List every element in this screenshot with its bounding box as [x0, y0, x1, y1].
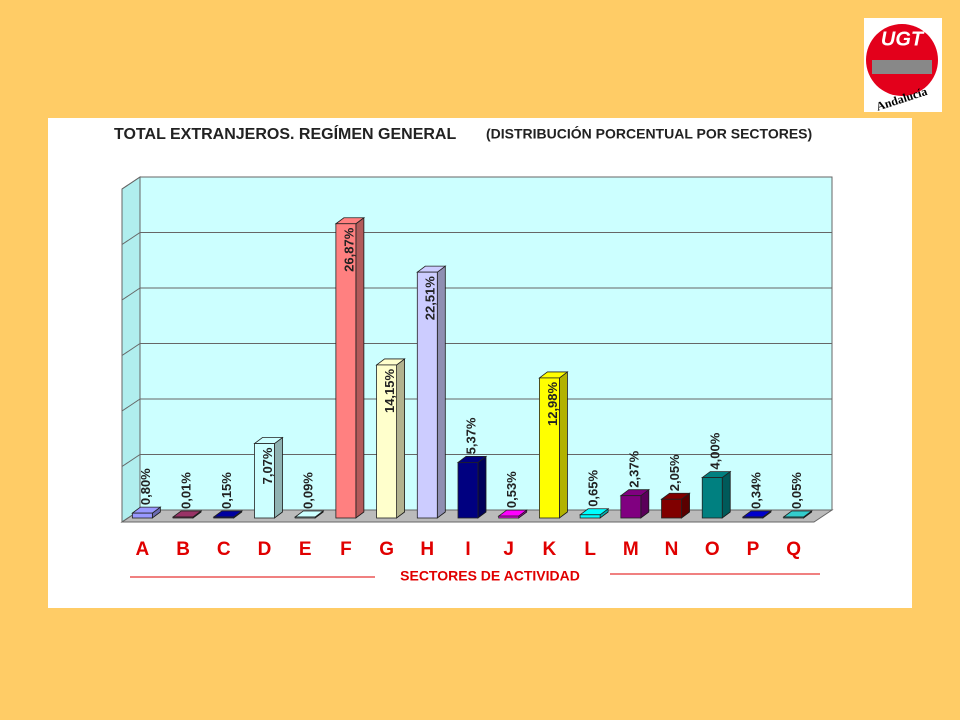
bar-side	[355, 216, 365, 519]
x-tick-label: G	[379, 539, 394, 560]
bar	[498, 515, 520, 519]
x-tick-label: I	[465, 539, 470, 560]
x-tick-label: P	[747, 539, 760, 560]
bar	[416, 271, 438, 519]
value-label: 7,07%	[260, 447, 275, 484]
value-label: 12,98%	[545, 381, 560, 426]
grid-line-side	[121, 398, 141, 412]
bar-side	[274, 436, 283, 519]
x-tick-label: E	[299, 539, 312, 560]
grid-line-side	[121, 287, 141, 301]
grid-line-side	[121, 176, 141, 190]
bar-side	[396, 358, 405, 519]
bar	[254, 443, 275, 519]
grid-line-side	[121, 232, 141, 245]
value-label: 2,05%	[667, 454, 682, 491]
value-label: 0,53%	[504, 471, 519, 508]
bar	[539, 377, 560, 519]
x-tick-label: L	[584, 539, 596, 560]
bar-side	[559, 371, 568, 519]
value-label: 0,80%	[138, 468, 153, 505]
bar	[783, 516, 805, 519]
bar	[742, 516, 764, 519]
grid-line-side	[121, 454, 141, 467]
value-label: 0,15%	[219, 472, 234, 509]
bar	[701, 477, 723, 519]
value-label: 26,87%	[341, 227, 356, 272]
x-axis-title: SECTORES DE ACTIVIDAD	[400, 568, 580, 584]
grid-line-side	[121, 343, 141, 356]
x-tick-label: A	[135, 539, 149, 560]
x-tick-label: N	[665, 539, 679, 560]
value-label: 0,01%	[178, 472, 193, 509]
logo-text: UGT	[881, 28, 925, 50]
bar	[376, 364, 397, 519]
x-tick-label: K	[543, 539, 557, 560]
x-tick-label: M	[623, 539, 639, 560]
x-tick-label: F	[340, 539, 352, 560]
bar	[579, 514, 601, 519]
x-tick-label: C	[217, 539, 231, 560]
value-label: 0,34%	[748, 472, 763, 509]
value-label: 5,37%	[463, 417, 478, 454]
x-tick-label: J	[503, 539, 514, 560]
x-tick-label: H	[420, 539, 434, 560]
bar	[335, 223, 357, 519]
x-tick-label: Q	[786, 539, 801, 560]
x-tick-label: D	[258, 539, 272, 560]
chart-subtitle: (DISTRIBUCIÓN PORCENTUAL POR SECTORES)	[486, 125, 812, 142]
bar	[131, 512, 153, 519]
bar	[457, 461, 479, 519]
bar	[661, 498, 682, 519]
bar	[620, 495, 642, 519]
logo-hands	[872, 60, 932, 74]
value-label: 0,65%	[586, 469, 601, 506]
value-label: 0,09%	[301, 472, 316, 509]
bar	[294, 516, 316, 519]
chart-title: TOTAL EXTRANJEROS. REGÍMEN GENERAL	[114, 124, 456, 143]
value-label: 22,51%	[423, 276, 438, 321]
bar-side	[436, 265, 446, 519]
bar-side	[721, 470, 731, 519]
value-label: 0,05%	[789, 472, 804, 509]
bar	[172, 516, 194, 519]
bar	[213, 516, 235, 519]
bar-side	[477, 455, 487, 519]
value-label: 4,00%	[708, 432, 723, 469]
x-tick-label: O	[705, 539, 720, 560]
logo: UGT Andalucía	[864, 18, 942, 114]
value-label: 2,37%	[626, 450, 641, 487]
value-label: 14,15%	[382, 368, 397, 413]
x-tick-label: B	[176, 539, 190, 560]
